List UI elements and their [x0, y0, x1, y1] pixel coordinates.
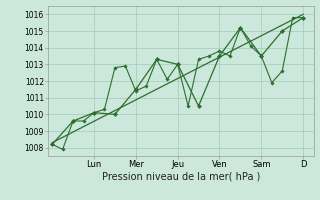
X-axis label: Pression niveau de la mer( hPa ): Pression niveau de la mer( hPa ): [102, 172, 260, 182]
